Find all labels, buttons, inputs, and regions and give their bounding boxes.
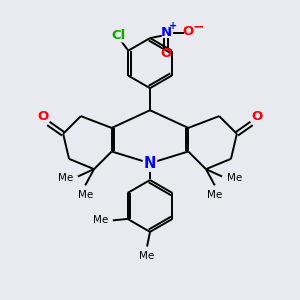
Text: Me: Me bbox=[207, 190, 222, 200]
Text: Me: Me bbox=[58, 173, 74, 183]
Text: N: N bbox=[144, 156, 156, 171]
Text: Cl: Cl bbox=[111, 29, 125, 42]
Text: N: N bbox=[160, 26, 172, 39]
Text: Me: Me bbox=[93, 215, 108, 225]
Text: Me: Me bbox=[140, 251, 155, 261]
Text: O: O bbox=[251, 110, 262, 123]
Text: +: + bbox=[169, 21, 178, 31]
Text: O: O bbox=[160, 47, 172, 60]
Text: Me: Me bbox=[226, 173, 242, 183]
Text: −: − bbox=[192, 19, 204, 33]
Text: Me: Me bbox=[78, 190, 93, 200]
Text: O: O bbox=[38, 110, 49, 123]
Text: O: O bbox=[183, 25, 194, 38]
